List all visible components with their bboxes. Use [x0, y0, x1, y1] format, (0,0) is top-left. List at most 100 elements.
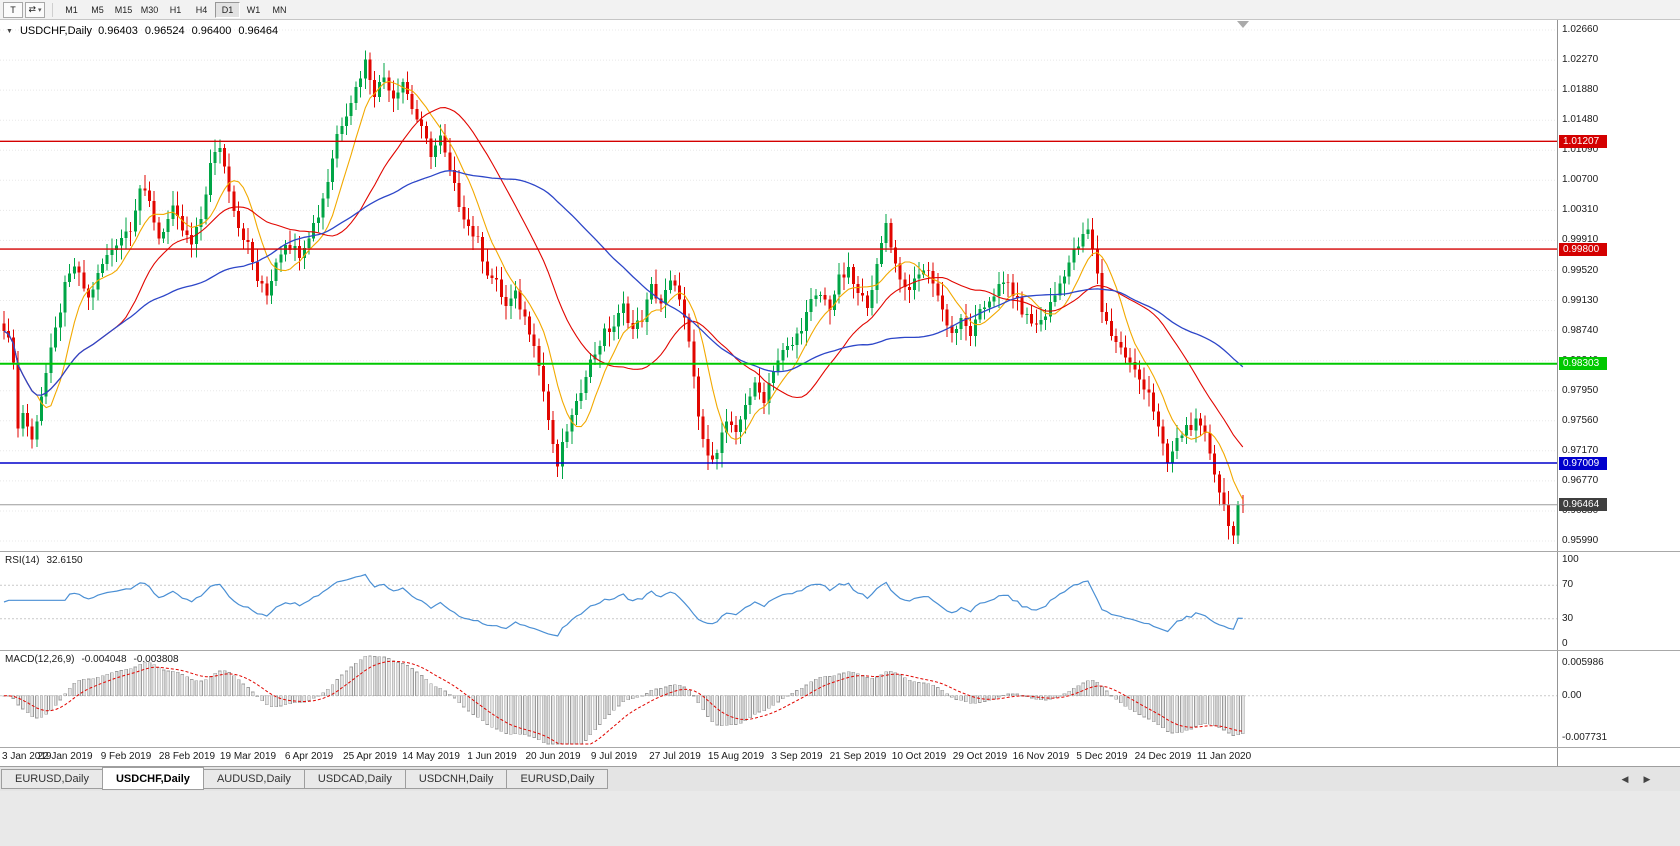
macd-panel[interactable] — [0, 651, 1557, 747]
price-tag-1.01207: 1.01207 — [1559, 134, 1607, 148]
rsi-name: RSI(14) — [5, 555, 40, 566]
macd-histogram — [2, 655, 1245, 745]
price-tag-0.99800: 0.99800 — [1559, 242, 1607, 256]
toolbar-separator — [49, 2, 53, 17]
chart-title: ▼ USDCHF,Daily 0.96403 0.96524 0.96400 0… — [6, 25, 278, 37]
chart-tab-eurusd-daily-5[interactable]: EURUSD,Daily — [506, 769, 609, 789]
candles — [2, 50, 1245, 544]
rsi-axis-label: 30 — [1562, 612, 1574, 624]
price-axis-label: 0.99520 — [1562, 264, 1599, 276]
price-axis-label: 0.95990 — [1562, 535, 1599, 546]
rsi-indicator-label: RSI(14) 32.6150 — [5, 555, 83, 566]
panel-splitter[interactable] — [0, 747, 1680, 748]
price-axis-label: 0.97950 — [1562, 384, 1599, 396]
timeframe-button-w1[interactable]: W1 — [246, 4, 261, 15]
date-axis-label: 15 Aug 2019 — [707, 751, 765, 762]
date-axis-label: 19 Mar 2019 — [219, 751, 277, 762]
ma-fast-line — [3, 80, 1244, 500]
expander-triangle-icon[interactable]: ▼ — [6, 27, 13, 35]
date-axis-label: 10 Oct 2019 — [891, 751, 947, 762]
price-axis[interactable]: 1.02660 1.02270 1.01880 1.01480 1.01090 1.007… — [1557, 20, 1680, 766]
price-axis-label: 1.01880 — [1562, 84, 1599, 96]
status-area — [0, 791, 1680, 846]
timeframe-button-d1[interactable]: D1 — [215, 1, 240, 18]
date-axis-label: 9 Jul 2019 — [590, 751, 638, 762]
timeframe-button-m1[interactable]: M1 — [65, 4, 78, 15]
macd-signal-value: -0.003808 — [133, 654, 179, 665]
date-axis-label: 9 Feb 2019 — [100, 751, 152, 762]
timeframe-button-h1[interactable]: H1 — [169, 4, 182, 15]
macd-axis-label: -0.007731 — [1562, 732, 1608, 743]
price-axis-label: 1.01090 — [1562, 144, 1599, 156]
date-axis-label: 6 Apr 2019 — [284, 751, 334, 762]
chart-tabs: EURUSD,Daily USDCHF,Daily AUDUSD,Daily USDC… — [0, 767, 1680, 791]
macd-name: MACD(12,26,9) — [5, 654, 75, 665]
date-axis-label: 24 Dec 2019 — [1134, 751, 1192, 762]
date-axis-label: 21 Sep 2019 — [829, 751, 887, 762]
tab-scroll-left-icon[interactable]: ◀ — [1621, 773, 1629, 784]
price-axis-label: 0.97560 — [1562, 414, 1599, 426]
date-axis-label: 1 Jun 2019 — [467, 751, 517, 762]
chart-tab-eurusd-daily-0[interactable]: EURUSD,Daily — [1, 769, 103, 789]
rsi-axis-label: 100 — [1562, 554, 1579, 565]
close-value: 0.96464 — [238, 25, 279, 37]
high-value: 0.96524 — [144, 25, 185, 37]
price-axis-label: 1.02270 — [1562, 54, 1599, 66]
chart-tab-bar: EURUSD,Daily USDCHF,Daily AUDUSD,Daily USDC… — [0, 766, 1680, 791]
timeframe-button-m30[interactable]: M30 — [140, 4, 159, 15]
toolbar-dropdown-button[interactable]: ⇄ ▾ — [25, 1, 45, 18]
ma-slow-line — [3, 170, 1244, 396]
rsi-value: 32.6150 — [46, 555, 83, 566]
rsi-panel[interactable] — [0, 552, 1557, 650]
price-axis-label: 0.96770 — [1562, 474, 1599, 486]
date-axis-label: 29 Oct 2019 — [952, 751, 1008, 762]
date-axis-label: 16 Nov 2019 — [1012, 751, 1070, 762]
rsi-axis-label: 70 — [1562, 579, 1574, 591]
date-axis-label: 25 Apr 2019 — [343, 751, 397, 762]
timeframe-button-h4[interactable]: H4 — [195, 4, 208, 15]
macd-indicator-label: MACD(12,26,9) -0.004048 -0.003808 — [5, 654, 179, 665]
date-axis-label: 22 Jan 2019 — [37, 751, 93, 762]
timeframe-button-mn[interactable]: MN — [272, 4, 287, 15]
price-axis-label: 1.00700 — [1562, 174, 1599, 186]
chart-tab-usdchf-daily-1[interactable]: USDCHF,Daily — [101, 767, 204, 790]
chevron-down-icon: ▾ — [38, 6, 42, 14]
price-tag-0.97009: 0.97009 — [1559, 456, 1607, 470]
price-chart-panel[interactable] — [0, 20, 1557, 551]
chart-shift-marker-icon[interactable] — [1237, 21, 1249, 28]
macd-signal-line — [3, 660, 1243, 745]
text-tool-button[interactable]: T — [3, 1, 23, 18]
low-value: 0.96400 — [191, 25, 232, 37]
tab-scroll-right-icon[interactable]: ▶ — [1643, 773, 1651, 784]
price-axis-label: 1.01480 — [1562, 114, 1599, 126]
chart-tab-audusd-daily-2[interactable]: AUDUSD,Daily — [202, 769, 305, 789]
current-price-tag: 0.96464 — [1559, 498, 1607, 512]
open-value: 0.96403 — [98, 25, 138, 37]
panel-splitter[interactable] — [0, 551, 1680, 552]
panel-splitter[interactable] — [0, 650, 1680, 651]
rsi-line — [3, 573, 1243, 637]
date-axis-label: 27 Jul 2019 — [649, 751, 701, 762]
price-axis-label: 0.99130 — [1562, 294, 1599, 306]
timeframe-button-m15[interactable]: M15 — [114, 4, 133, 15]
chart-tab-usdcnh-daily-4[interactable]: USDCNH,Daily — [404, 769, 508, 789]
chart-tab-usdcad-daily-3[interactable]: USDCAD,Daily — [303, 769, 406, 789]
date-axis-label: 5 Dec 2019 — [1076, 751, 1128, 762]
macd-main-value: -0.004048 — [81, 654, 127, 665]
date-axis-label: 11 Jan 2020 — [1196, 751, 1252, 762]
timeframe-button-m5[interactable]: M5 — [91, 4, 104, 15]
price-axis-label: 0.97170 — [1562, 444, 1599, 456]
price-axis-label: 1.02660 — [1562, 24, 1599, 35]
date-axis-label: 28 Feb 2019 — [158, 751, 216, 762]
price-axis-label: 1.00310 — [1562, 204, 1599, 216]
ma-medium-line — [3, 107, 1244, 448]
price-tag-0.98303: 0.98303 — [1559, 357, 1607, 371]
toolbar: T ⇄ ▾ M1 M5 M15 M30 H1 H4 D1 W1 MN — [0, 0, 1680, 20]
date-axis-label: 20 Jun 2019 — [525, 751, 581, 762]
double-arrow-icon: ⇄ — [28, 4, 37, 14]
date-axis[interactable]: 3 Jan 2019 22 Jan 2019 9 Feb 2019 28 Feb 20… — [0, 748, 1557, 766]
macd-axis-label: 0.00 — [1562, 689, 1582, 701]
rsi-axis-label: 0 — [1562, 638, 1568, 649]
date-axis-label: 3 Jan 2019 — [2, 751, 52, 762]
